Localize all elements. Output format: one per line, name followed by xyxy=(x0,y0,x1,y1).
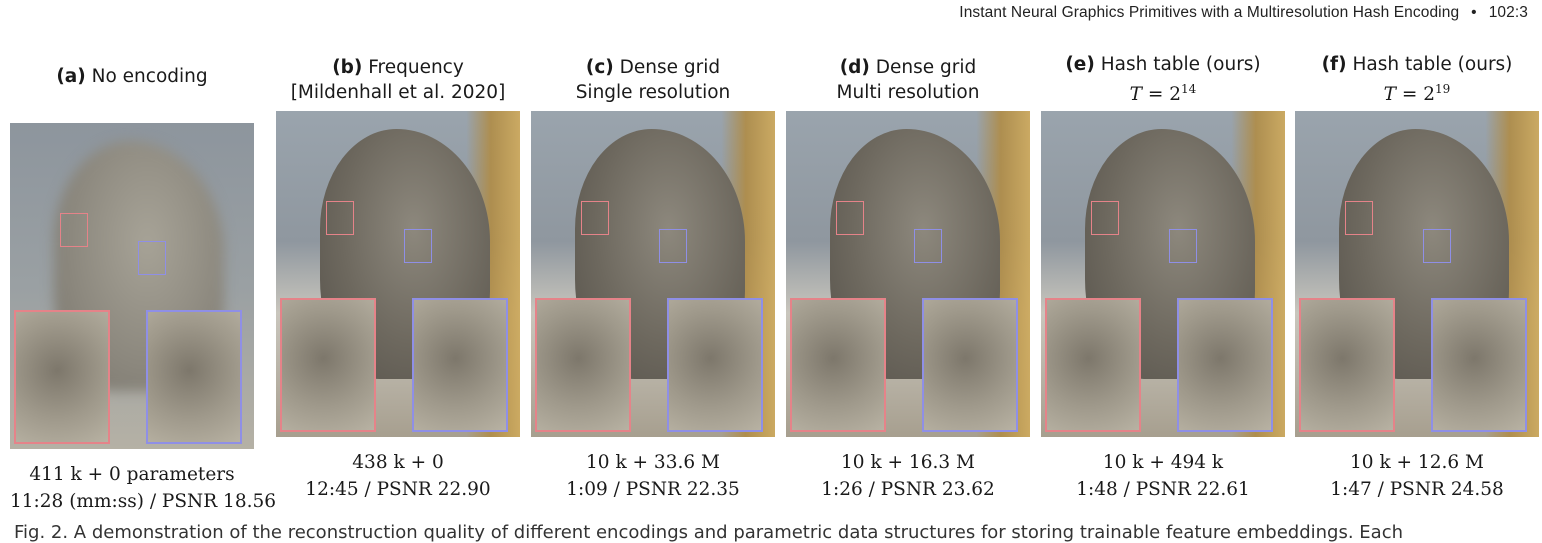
eye-region-marker xyxy=(1345,201,1373,235)
eye-zoom-inset xyxy=(535,298,631,432)
panel-subtitle: [Mildenhall et al. 2020] xyxy=(290,82,506,103)
math-variable: T xyxy=(1383,84,1396,106)
time-psnr: 1:09 / PSNR 22.35 xyxy=(566,479,740,500)
panel-stats: 10 k + 12.6 M 1:47 / PSNR 24.58 xyxy=(1295,449,1539,503)
panel-header: (e) Hash table (ours) T = 214 xyxy=(1041,52,1285,108)
math-equals: = 2 xyxy=(1401,84,1436,106)
panel-tag: (a) xyxy=(56,66,86,87)
render-image xyxy=(1041,111,1285,437)
eye-zoom-inset xyxy=(280,298,376,432)
scales-zoom-inset xyxy=(146,310,242,444)
page-number: 102:3 xyxy=(1488,4,1528,21)
panel-e: (e) Hash table (ours) T = 214 10 k + 494… xyxy=(1041,52,1285,503)
panel-title: Dense grid xyxy=(619,57,721,78)
scales-zoom-inset xyxy=(412,298,508,432)
running-head-title: Instant Neural Graphics Primitives with … xyxy=(959,4,1460,21)
panel-header: (a) No encoding xyxy=(10,52,254,108)
panel-title: No encoding xyxy=(91,66,208,87)
eye-zoom-inset xyxy=(790,298,886,432)
eye-region-marker xyxy=(60,213,88,247)
panel-stats: 438 k + 0 12:45 / PSNR 22.90 xyxy=(276,449,520,503)
scales-region-marker xyxy=(659,229,687,263)
scales-zoom-inset xyxy=(1177,298,1273,432)
math-exponent: 14 xyxy=(1181,82,1197,97)
eye-region-marker xyxy=(1091,201,1119,235)
panel-subtitle: Multi resolution xyxy=(836,82,980,103)
panel-header: (d) Dense grid Multi resolution xyxy=(786,52,1030,108)
eye-region-marker xyxy=(326,201,354,235)
figure-caption: Fig. 2. A demonstration of the reconstru… xyxy=(14,522,1403,543)
panel-c: (c) Dense grid Single resolution 10 k + … xyxy=(531,52,775,503)
panel-stats: 411 k + 0 parameters 11:28 (mm:ss) / PSN… xyxy=(10,461,277,515)
panel-subtitle: Single resolution xyxy=(575,82,731,103)
panel-a: (a) No encoding 411 k + 0 parameters 11:… xyxy=(10,52,277,515)
render-image xyxy=(786,111,1030,437)
panel-tag: (b) xyxy=(332,57,363,78)
param-count: 411 k + 0 parameters xyxy=(29,464,235,485)
param-count: 10 k + 12.6 M xyxy=(1350,452,1484,473)
param-count: 438 k + 0 xyxy=(352,452,444,473)
math-exponent: 19 xyxy=(1435,82,1451,97)
scales-region-marker xyxy=(1169,229,1197,263)
panel-header: (b) Frequency [Mildenhall et al. 2020] xyxy=(276,52,520,108)
panel-d: (d) Dense grid Multi resolution 10 k + 1… xyxy=(786,52,1030,503)
table-size-formula: T = 214 xyxy=(1130,77,1197,107)
panel-header: (f) Hash table (ours) T = 219 xyxy=(1295,52,1539,108)
scales-region-marker xyxy=(1423,229,1451,263)
param-count: 10 k + 494 k xyxy=(1102,452,1224,473)
scales-region-marker xyxy=(404,229,432,263)
scales-region-marker xyxy=(138,241,166,275)
math-variable: T xyxy=(1129,84,1142,106)
time-psnr: 11:28 (mm:ss) / PSNR 18.56 xyxy=(10,491,277,512)
render-image xyxy=(276,111,520,437)
time-psnr: 1:47 / PSNR 24.58 xyxy=(1330,479,1504,500)
panel-title: Frequency xyxy=(368,57,464,78)
eye-region-marker xyxy=(581,201,609,235)
time-psnr: 12:45 / PSNR 22.90 xyxy=(305,479,491,500)
panel-tag: (e) xyxy=(1065,54,1095,76)
panel-title: Dense grid xyxy=(875,57,977,78)
running-head-separator: • xyxy=(1471,4,1477,21)
scales-zoom-inset xyxy=(1431,298,1527,432)
panel-tag: (d) xyxy=(839,57,870,78)
panel-title: Hash table (ours) xyxy=(1100,54,1261,76)
panel-title: Hash table (ours) xyxy=(1352,54,1513,76)
panel-stats: 10 k + 33.6 M 1:09 / PSNR 22.35 xyxy=(531,449,775,503)
panel-f: (f) Hash table (ours) T = 219 10 k + 12.… xyxy=(1295,52,1539,503)
time-psnr: 1:26 / PSNR 23.62 xyxy=(821,479,995,500)
panel-b: (b) Frequency [Mildenhall et al. 2020] 4… xyxy=(276,52,520,503)
param-count: 10 k + 33.6 M xyxy=(586,452,720,473)
render-image xyxy=(531,111,775,437)
table-size-formula: T = 219 xyxy=(1384,77,1451,107)
panel-header: (c) Dense grid Single resolution xyxy=(531,52,775,108)
render-image xyxy=(10,123,254,449)
scales-zoom-inset xyxy=(922,298,1018,432)
eye-zoom-inset xyxy=(1045,298,1141,432)
panel-tag: (c) xyxy=(585,57,614,78)
panel-stats: 10 k + 16.3 M 1:26 / PSNR 23.62 xyxy=(786,449,1030,503)
scales-zoom-inset xyxy=(667,298,763,432)
eye-zoom-inset xyxy=(14,310,110,444)
panel-stats: 10 k + 494 k 1:48 / PSNR 22.61 xyxy=(1041,449,1285,503)
eye-region-marker xyxy=(836,201,864,235)
math-equals: = 2 xyxy=(1147,84,1182,106)
time-psnr: 1:48 / PSNR 22.61 xyxy=(1076,479,1250,500)
eye-zoom-inset xyxy=(1299,298,1395,432)
param-count: 10 k + 16.3 M xyxy=(841,452,975,473)
scales-region-marker xyxy=(914,229,942,263)
running-head: Instant Neural Graphics Primitives with … xyxy=(959,4,1528,22)
panel-tag: (f) xyxy=(1321,54,1347,76)
render-image xyxy=(1295,111,1539,437)
